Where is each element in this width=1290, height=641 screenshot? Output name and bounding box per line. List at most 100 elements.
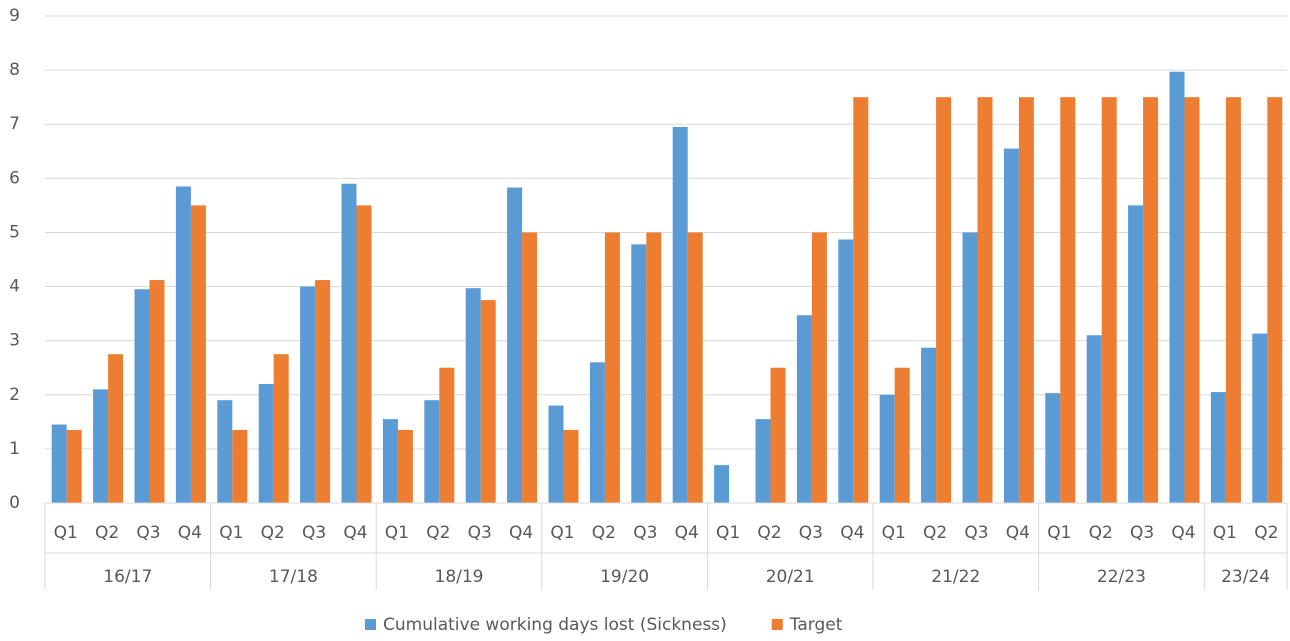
legend-label: Target — [789, 615, 843, 635]
bar — [548, 405, 564, 503]
y-tick-label: 9 — [9, 6, 20, 26]
bar — [1184, 97, 1200, 504]
bar — [66, 429, 82, 503]
x-tick-label: Q3 — [1130, 523, 1154, 543]
x-tick-label: Q1 — [716, 523, 740, 543]
bar — [921, 347, 937, 503]
bar — [1003, 148, 1019, 504]
x-tick-label: Q4 — [1006, 523, 1030, 543]
x-tick-label: Q4 — [840, 523, 864, 543]
bar — [190, 205, 206, 503]
x-tick-label: Q4 — [1171, 523, 1195, 543]
bar — [341, 183, 357, 503]
bar — [300, 286, 316, 503]
x-tick-label: Q4 — [343, 523, 367, 543]
x-tick-label: Q1 — [219, 523, 243, 543]
x-tick-label: Q3 — [136, 523, 160, 543]
group-label: 16/17 — [103, 567, 152, 587]
bar — [646, 232, 662, 503]
y-tick-label: 4 — [9, 277, 20, 297]
x-tick-label: Q2 — [592, 523, 616, 543]
bar — [1225, 97, 1241, 504]
x-tick-label: Q3 — [633, 523, 657, 543]
bar — [465, 288, 481, 503]
bar — [1060, 97, 1076, 504]
bar — [356, 205, 372, 503]
bar — [1210, 392, 1226, 503]
y-tick-label: 6 — [9, 168, 20, 188]
bar — [604, 232, 620, 503]
x-tick-label: Q1 — [1213, 523, 1237, 543]
x-tick-label: Q3 — [964, 523, 988, 543]
bar — [134, 289, 150, 503]
bar — [853, 97, 869, 504]
bar — [1267, 97, 1283, 504]
x-tick-label: Q1 — [1047, 523, 1071, 543]
legend-label: Cumulative working days lost (Sickness) — [383, 615, 727, 635]
x-tick-label: Q1 — [550, 523, 574, 543]
y-tick-label: 5 — [9, 222, 20, 242]
bar — [439, 367, 455, 503]
bar — [879, 394, 895, 503]
x-tick-label: Q2 — [426, 523, 450, 543]
x-tick-label: Q2 — [95, 523, 119, 543]
bar — [273, 354, 289, 503]
y-tick-label: 7 — [9, 114, 20, 134]
group-label: 23/24 — [1221, 567, 1270, 587]
x-tick-label: Q3 — [799, 523, 823, 543]
x-tick-label: Q2 — [1254, 523, 1278, 543]
bar — [631, 244, 647, 504]
group-label: 18/19 — [435, 567, 484, 587]
y-tick-label: 1 — [9, 439, 20, 459]
x-tick-label: Q2 — [1089, 523, 1113, 543]
bar — [563, 429, 579, 503]
bar — [424, 400, 440, 503]
x-tick-label: Q2 — [923, 523, 947, 543]
bar — [217, 400, 233, 503]
legend-swatch — [365, 619, 376, 630]
bar — [589, 362, 605, 503]
group-label: 21/22 — [931, 567, 980, 587]
bar — [1101, 97, 1117, 504]
x-tick-label: Q4 — [509, 523, 533, 543]
bar — [838, 239, 854, 503]
bar — [1086, 335, 1102, 503]
bar — [936, 97, 952, 504]
bar — [977, 97, 993, 504]
bar — [672, 126, 688, 503]
x-tick-label: Q1 — [882, 523, 906, 543]
bar — [232, 429, 248, 503]
x-tick-label: Q3 — [468, 523, 492, 543]
x-tick-label: Q1 — [54, 523, 78, 543]
bar — [1045, 393, 1061, 503]
x-tick-label: Q3 — [302, 523, 326, 543]
bar — [1018, 97, 1034, 504]
bar — [687, 232, 703, 503]
bar — [382, 419, 398, 503]
x-tick-label: Q4 — [675, 523, 699, 543]
bar — [894, 367, 910, 503]
bar — [1252, 333, 1268, 503]
group-label: 22/23 — [1097, 567, 1146, 587]
bar — [1169, 71, 1185, 504]
bar — [108, 354, 124, 503]
x-tick-label: Q2 — [757, 523, 781, 543]
bar — [770, 367, 786, 503]
bar — [93, 389, 109, 503]
bar — [175, 186, 191, 503]
y-tick-label: 3 — [9, 331, 20, 351]
bar — [1128, 205, 1144, 503]
y-tick-label: 8 — [9, 60, 20, 80]
group-label: 17/18 — [269, 567, 318, 587]
bar — [480, 300, 496, 503]
y-tick-label: 0 — [9, 493, 20, 513]
bar — [397, 429, 413, 503]
y-tick-label: 2 — [9, 385, 20, 405]
bar — [1143, 97, 1159, 504]
bar — [962, 232, 978, 503]
bar — [811, 232, 827, 503]
bar — [796, 315, 812, 503]
bar — [522, 232, 538, 503]
group-label: 19/20 — [600, 567, 649, 587]
